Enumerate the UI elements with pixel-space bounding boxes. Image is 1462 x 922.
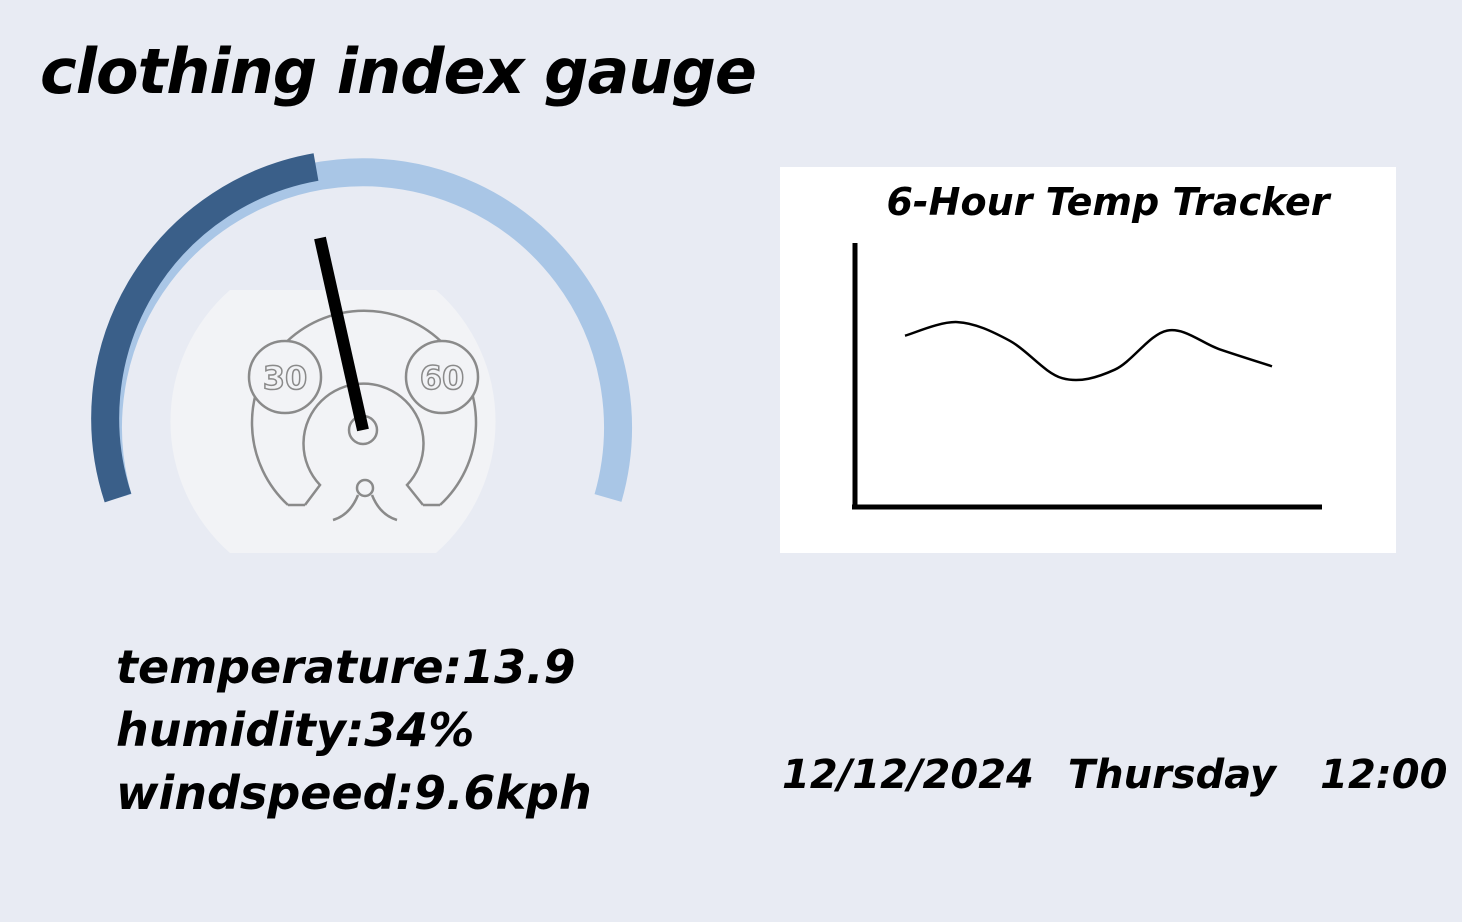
thermometer-dial-icon: 30 60 xyxy=(170,290,496,553)
chart-title: 6-Hour Temp Tracker xyxy=(886,180,1330,224)
gauge-filled-arc xyxy=(91,153,319,503)
day-text: Thursday xyxy=(1067,752,1277,798)
gauge-min-label: 30 xyxy=(263,359,308,397)
date-text: 12/12/2024 xyxy=(782,752,1034,798)
time-text: 12:00 xyxy=(1320,752,1448,798)
date-time-display: 12/12/2024 Thursday 12:00 xyxy=(782,748,1447,802)
chart-svg xyxy=(852,243,1322,510)
temp-tracker-chart: 6-Hour Temp Tracker xyxy=(780,167,1396,553)
gauge-svg: 30 60 xyxy=(91,153,632,553)
windspeed-reading: windspeed:9.6kph xyxy=(116,766,592,820)
gauge-max-label: 60 xyxy=(420,359,465,397)
clothing-index-gauge: 30 60 xyxy=(80,130,640,560)
temp-series-line xyxy=(904,320,1273,382)
humidity-reading: humidity:34% xyxy=(116,703,475,757)
readings-panel: temperature:13.9 humidity:34% windspeed:… xyxy=(116,636,592,825)
gauge-needle xyxy=(314,236,369,432)
page-title: clothing index gauge xyxy=(40,35,757,108)
temperature-reading: temperature:13.9 xyxy=(116,640,576,694)
